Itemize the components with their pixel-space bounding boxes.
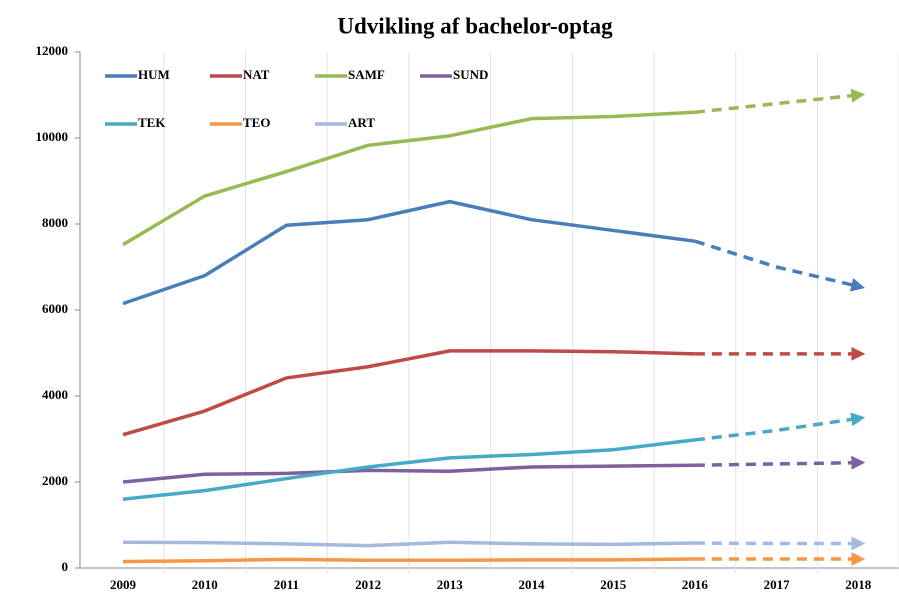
y-tick-label: 8000 [42,215,68,230]
y-tick-label: 12000 [36,43,69,58]
x-tick-label: 2010 [192,577,218,592]
legend-label: ART [348,115,375,130]
y-tick-label: 10000 [36,129,69,144]
projection-line [695,95,858,112]
y-tick-label: 0 [62,559,69,574]
projection-line [695,463,858,466]
x-tick-label: 2014 [519,577,546,592]
y-tick-label: 2000 [42,473,68,488]
y-tick-label: 4000 [42,387,68,402]
legend-label: TEO [243,115,270,130]
x-tick-label: 2011 [274,577,299,592]
x-tick-label: 2012 [355,577,381,592]
series-line [123,559,695,562]
x-tick-label: 2009 [110,577,137,592]
x-tick-label: 2015 [600,577,627,592]
legend-label: TEK [138,115,166,130]
series-line [123,542,695,545]
chart-title: Udvikling af bachelor-optag [337,13,613,38]
y-tick-label: 6000 [42,301,68,316]
legend-label: SUND [453,67,488,82]
legend-label: SAMF [348,67,385,82]
x-tick-label: 2013 [437,577,464,592]
x-tick-label: 2017 [764,577,791,592]
projection-line [695,241,858,286]
projection-line [695,418,858,440]
x-tick-label: 2018 [845,577,872,592]
x-tick-label: 2016 [682,577,709,592]
legend-label: HUM [138,67,170,82]
legend-label: NAT [243,67,270,82]
